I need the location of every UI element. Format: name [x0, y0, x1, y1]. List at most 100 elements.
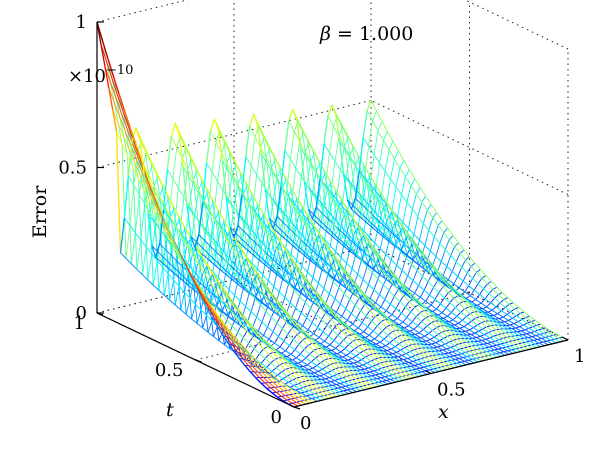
- mesh-line-x: [186, 205, 385, 386]
- z-tick-label: 0: [76, 303, 87, 324]
- mesh-edge-segment: [213, 118, 219, 131]
- mesh-line-x: [104, 65, 303, 406]
- mesh-edge-segment: [198, 202, 204, 235]
- mesh-line-x: [304, 181, 502, 357]
- mesh-edge-segment: [249, 113, 255, 127]
- t-tick-label: 0: [271, 407, 282, 428]
- mesh-line-x: [276, 216, 475, 364]
- mesh-line-x: [233, 237, 432, 374]
- mesh-edge-segment: [237, 194, 243, 226]
- mesh-edge-segment: [249, 371, 257, 379]
- mesh-line-x: [225, 197, 424, 376]
- mesh-line-x: [288, 120, 487, 361]
- mesh-edge-segment: [151, 187, 158, 202]
- mesh-line-x: [362, 137, 561, 343]
- grid-line: [370, 100, 569, 195]
- mesh-edge-segment: [311, 207, 317, 220]
- t-tick-mark: [293, 406, 301, 410]
- mesh-line-x: [253, 113, 451, 370]
- mesh-edge-segment: [260, 382, 268, 389]
- mesh-edge-segment: [202, 162, 208, 203]
- mesh-edge-segment: [118, 93, 126, 111]
- mesh-edge-segment: [277, 396, 284, 402]
- mesh-line-x: [264, 189, 463, 367]
- mesh-edge-segment: [303, 181, 310, 210]
- mesh-edge-segment: [145, 172, 153, 188]
- x-tick-label: 0: [300, 413, 311, 434]
- mesh-line-x: [280, 186, 479, 363]
- mesh-line-x: [190, 236, 389, 385]
- mesh-edge-segment: [339, 141, 345, 175]
- mesh-edge-segment: [162, 169, 169, 211]
- mesh-edge-segment: [119, 217, 126, 253]
- mesh-edge-segment: [156, 201, 164, 216]
- mesh-line-x: [284, 149, 483, 362]
- mesh-edge-segment: [129, 126, 136, 143]
- x-tick-mark: [287, 403, 295, 408]
- mesh-edge-segment: [331, 104, 337, 116]
- mesh-edge-segment: [139, 140, 145, 174]
- mesh-edge-segment: [96, 21, 104, 41]
- mesh-edge-segment: [155, 243, 161, 258]
- mesh-edge-segment: [233, 225, 239, 239]
- mesh-line-x: [300, 147, 498, 358]
- mesh-line-x: [331, 104, 530, 351]
- mesh-line-x: [116, 131, 314, 403]
- x-tick-mark: [561, 336, 569, 341]
- mesh-edge-segment: [131, 127, 137, 142]
- mesh-edge-segment: [323, 115, 329, 144]
- mesh-line-x: [229, 226, 428, 375]
- mesh-edge-segment: [104, 65, 110, 88]
- mesh-edge-segment: [284, 120, 290, 151]
- mesh-line-x: [100, 43, 299, 407]
- mesh-edge-segment: [108, 87, 114, 110]
- mesh-edge-segment: [307, 208, 313, 220]
- exponent-power: −10: [106, 63, 133, 78]
- mesh-edge-segment: [112, 109, 118, 132]
- mesh-edge-segment: [167, 227, 175, 242]
- mesh-edge-segment: [245, 125, 251, 157]
- mesh-edge-segment: [194, 286, 202, 299]
- mesh-edge-segment: [244, 364, 251, 373]
- mesh-edge-segment: [233, 350, 240, 359]
- mesh-line-x: [354, 197, 553, 345]
- mesh-edge-segment: [151, 245, 157, 258]
- mesh-edge-segment: [100, 43, 106, 66]
- mesh-edge-segment: [225, 197, 231, 228]
- mesh-edge-segment: [200, 297, 208, 309]
- mesh-edge-segment: [189, 276, 197, 288]
- exponent-label: ×10−10: [68, 63, 133, 87]
- mesh-edge-segment: [260, 153, 266, 190]
- x-axis-label: x: [438, 401, 449, 423]
- mesh-line-x: [370, 100, 569, 341]
- t-tick-mark: [195, 359, 202, 363]
- mesh-edge-segment: [127, 141, 133, 176]
- mesh-edge-segment: [264, 189, 270, 219]
- mesh-line-x: [155, 256, 353, 394]
- mesh-edge-segment: [346, 199, 353, 210]
- mesh-line-x: [108, 87, 306, 405]
- z-tick-label: 0.5: [58, 158, 87, 179]
- title-symbol: β: [319, 23, 331, 45]
- mesh-edge-segment: [280, 150, 286, 187]
- mesh-edge-segment: [147, 213, 153, 246]
- mesh-edge-segment: [241, 156, 247, 195]
- mesh-line-x: [151, 245, 350, 395]
- mesh-edge-segment: [229, 227, 235, 239]
- t-tick-label: 0.5: [155, 360, 184, 381]
- mesh-edge-segment: [252, 113, 259, 126]
- mesh-edge-segment: [190, 236, 196, 248]
- mesh-edge-segment: [366, 100, 372, 111]
- mesh-line-x: [213, 118, 412, 379]
- mesh-line-x: [323, 143, 522, 352]
- grid-line: [370, 245, 569, 341]
- mesh-edge-segment: [256, 124, 263, 155]
- mesh-edge-segment: [134, 142, 142, 159]
- z-axis-label: Error: [29, 185, 51, 238]
- mesh-edge-segment: [162, 214, 169, 229]
- z-tick-label: 1: [76, 12, 87, 33]
- t-axis-label: t: [166, 399, 174, 421]
- mesh-edge-segment: [186, 205, 192, 237]
- mesh-line-x: [249, 125, 447, 371]
